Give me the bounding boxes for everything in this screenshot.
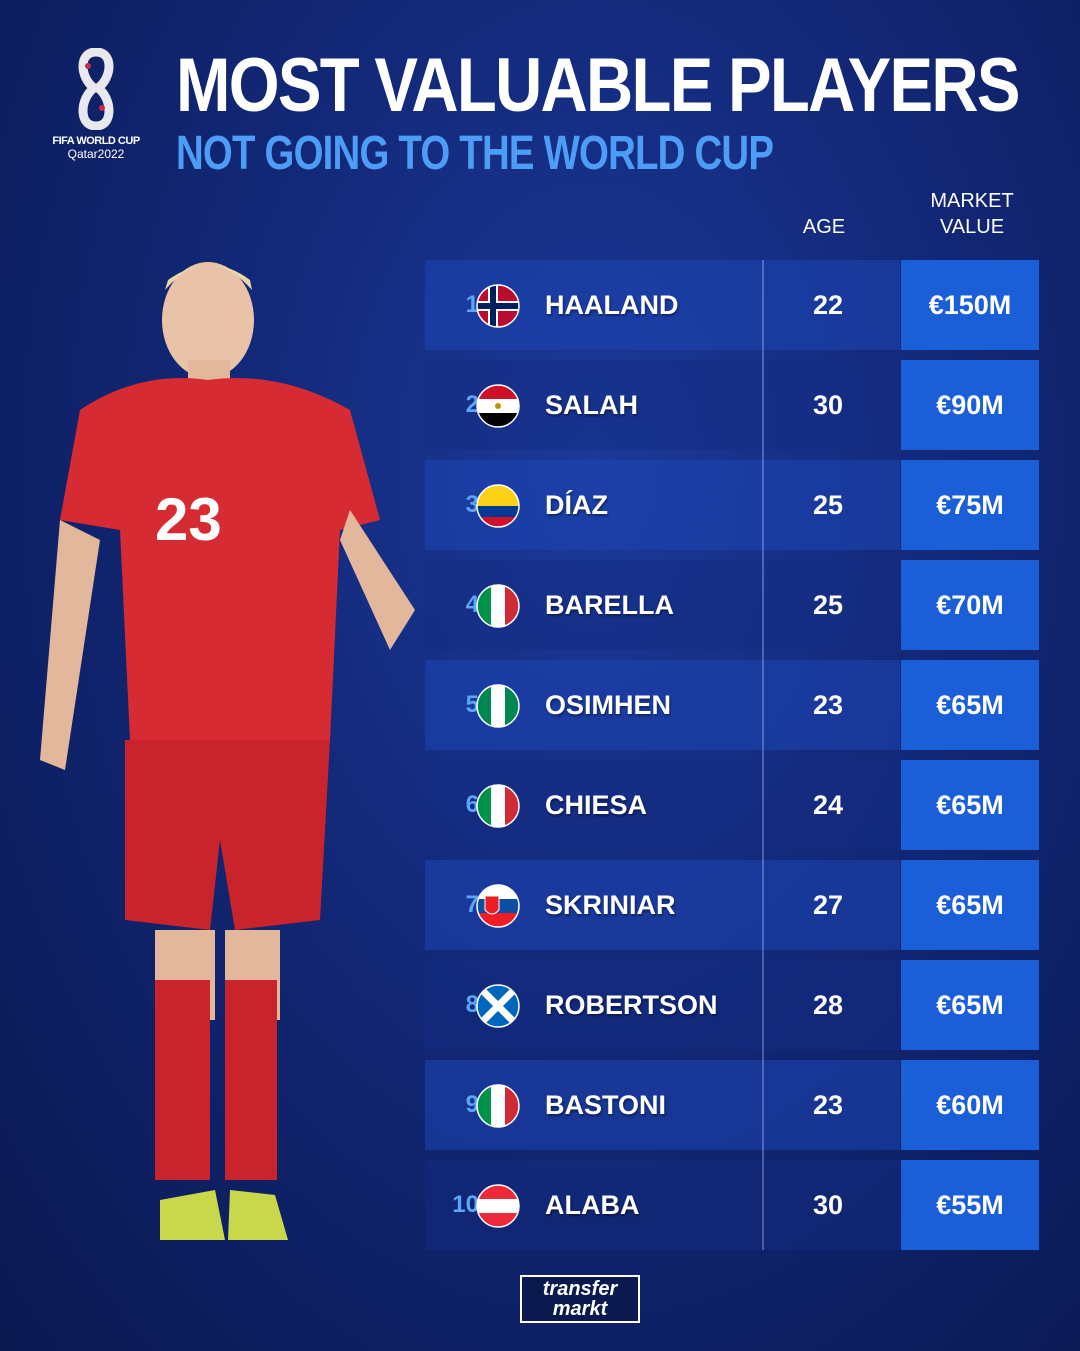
- market-value: €60M: [901, 1060, 1039, 1150]
- rank: 2: [465, 391, 479, 418]
- player-photo: 23: [40, 262, 415, 1240]
- player-age: 25: [812, 589, 844, 620]
- transfermarkt-logo: transfer markt: [520, 1275, 640, 1323]
- rank: 6: [465, 791, 479, 818]
- italy-flag-icon: [476, 1084, 520, 1128]
- player-name: ALABA: [545, 1189, 640, 1220]
- table-row: 2 SALAH 30 €90M: [425, 360, 1039, 450]
- column-divider: [762, 260, 764, 1250]
- market-value: €150M: [901, 260, 1039, 350]
- player-name: HAALAND: [545, 289, 679, 320]
- player-age: 27: [812, 889, 844, 920]
- player-name: CHIESA: [545, 789, 648, 820]
- slovakia-flag-icon: [476, 884, 520, 928]
- brand-text: markt: [552, 1298, 608, 1320]
- market-value: €75M: [901, 460, 1039, 550]
- rank: 8: [465, 991, 479, 1018]
- player-name: SKRINIAR: [545, 889, 676, 920]
- rank: 5: [465, 691, 479, 718]
- world-cup-logo: FIFA WORLD CUP Qatar2022: [46, 47, 146, 161]
- austria-flag-icon: [476, 1184, 520, 1228]
- table-row: 8 ROBERTSON 28 €65M: [425, 960, 1039, 1050]
- column-header-line: MARKET: [930, 190, 1014, 212]
- market-value: €65M: [901, 860, 1039, 950]
- market-value: €55M: [901, 1160, 1039, 1250]
- rank: 3: [465, 491, 479, 518]
- player-age: 30: [812, 1189, 844, 1220]
- scotland-flag-icon: [476, 984, 520, 1028]
- player-name: ROBERTSON: [545, 989, 718, 1020]
- shirt-number: 23: [155, 486, 222, 553]
- player-age: 23: [812, 1089, 844, 1120]
- market-value: €70M: [901, 560, 1039, 650]
- page-subtitle: NOT GOING TO THE WORLD CUP: [176, 127, 774, 180]
- rank: 10: [452, 1191, 479, 1218]
- column-header-market-value: MARKET VALUE: [912, 188, 1032, 240]
- market-value: €65M: [901, 660, 1039, 750]
- player-age: 25: [812, 489, 844, 520]
- market-value: €65M: [901, 960, 1039, 1050]
- rank: 4: [465, 591, 479, 618]
- market-value: €65M: [901, 760, 1039, 850]
- logo-text: FIFA WORLD CUP: [52, 135, 140, 147]
- egypt-flag-icon: [476, 384, 520, 428]
- player-age: 30: [812, 389, 844, 420]
- page-title: MOST VALUABLE PLAYERS: [176, 43, 1020, 128]
- table-row: 1 HAALAND 22 €150M: [425, 260, 1039, 350]
- player-age: 24: [812, 789, 844, 820]
- table-row: 10 ALABA 30 €55M: [425, 1160, 1039, 1250]
- table-row: 7 SKRINIAR 27 €65M: [425, 860, 1039, 950]
- player-name: BARELLA: [545, 589, 674, 620]
- italy-flag-icon: [476, 584, 520, 628]
- table-row: 9 BASTONI 23 €60M: [425, 1060, 1039, 1150]
- norway-flag-icon: [476, 284, 520, 328]
- player-name: DÍAZ: [545, 489, 608, 520]
- table-row: 3 DÍAZ 25 €75M: [425, 460, 1039, 550]
- column-header-age: AGE: [802, 216, 846, 238]
- rank: 7: [465, 891, 479, 918]
- colombia-flag-icon: [476, 484, 520, 528]
- player-age: 22: [812, 289, 844, 320]
- table-row: 5 OSIMHEN 23 €65M: [425, 660, 1039, 750]
- nigeria-flag-icon: [476, 684, 520, 728]
- table-row: 6 CHIESA 24 €65M: [425, 760, 1039, 850]
- rank: 1: [465, 291, 479, 318]
- brand-text: transfer: [542, 1278, 618, 1300]
- world-cup-emblem-icon: [78, 47, 114, 131]
- rank: 9: [465, 1091, 479, 1118]
- table-row: 4 BARELLA 25 €70M: [425, 560, 1039, 650]
- player-name: BASTONI: [545, 1089, 667, 1120]
- market-value: €90M: [901, 360, 1039, 450]
- player-age: 23: [812, 689, 844, 720]
- player-name: SALAH: [545, 389, 638, 420]
- italy-flag-icon: [476, 784, 520, 828]
- column-header-line: VALUE: [939, 216, 1005, 238]
- player-name: OSIMHEN: [545, 689, 672, 720]
- logo-subtext: Qatar2022: [67, 147, 125, 161]
- player-age: 28: [812, 989, 844, 1020]
